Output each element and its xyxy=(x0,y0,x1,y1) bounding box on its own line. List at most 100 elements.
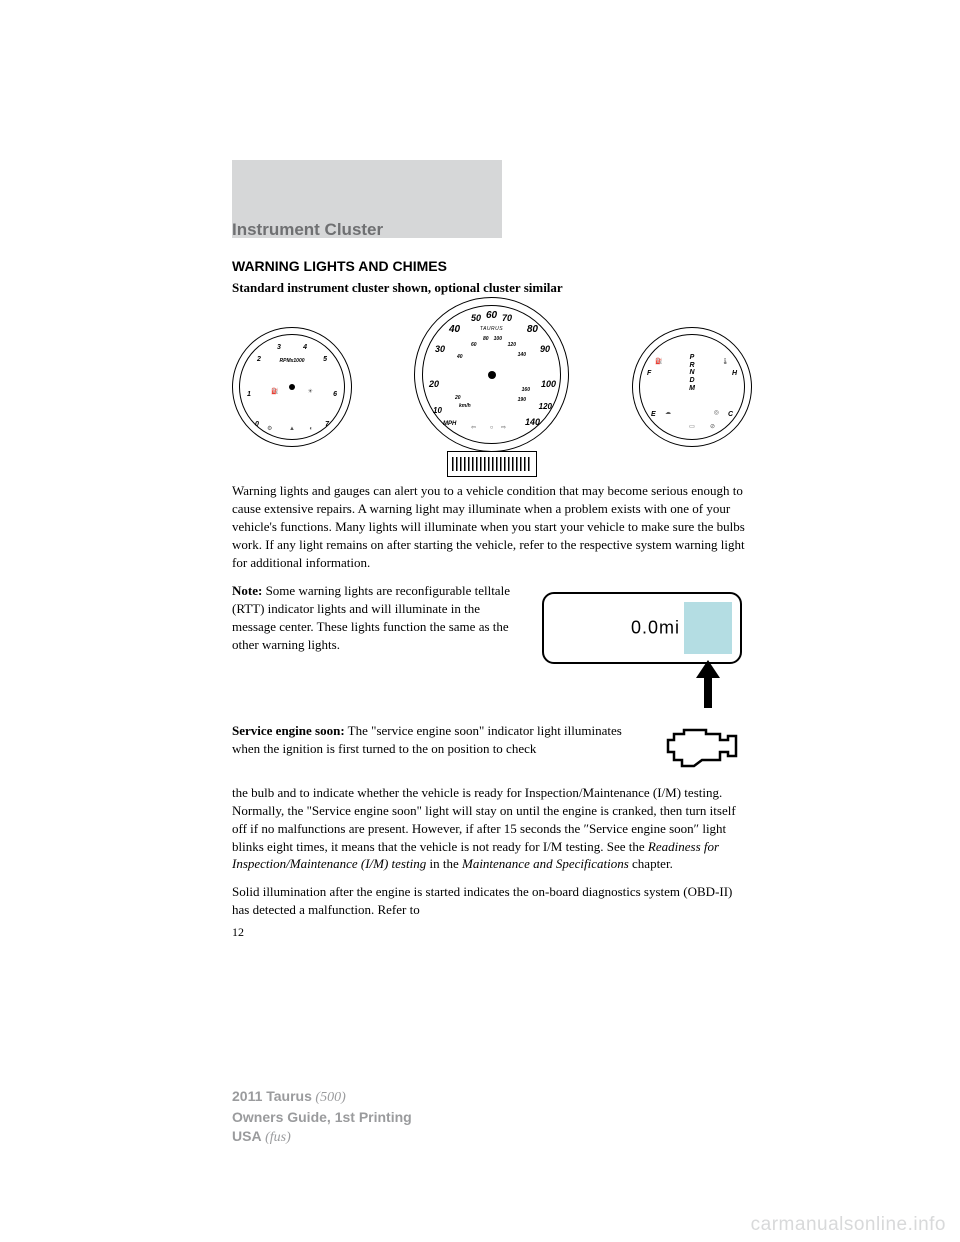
tach-label: RPMx1000 xyxy=(279,358,304,364)
service-engine-row: Service engine soon: The "service engine… xyxy=(232,722,752,780)
speedo-140: 140 xyxy=(525,417,540,427)
speedo-30: 30 xyxy=(435,344,445,354)
arrow-stem xyxy=(704,678,712,708)
footer-model: 2011 Taurus xyxy=(232,1088,312,1104)
temp-C: C xyxy=(728,411,733,418)
callout-arrow xyxy=(696,660,720,708)
service-engine-lead: Service engine soon: The "service engine… xyxy=(232,722,634,780)
speedo-50: 50 xyxy=(471,313,481,323)
kmh-20: 20 xyxy=(455,395,461,401)
manual-page: Instrument Cluster WARNING LIGHTS AND CH… xyxy=(0,0,960,1242)
heading-warning-lights: WARNING LIGHTS AND CHIMES xyxy=(232,258,752,274)
tach-tick-4: 4 xyxy=(303,344,307,351)
lcd-highlight xyxy=(684,602,732,654)
kmh-40: 40 xyxy=(457,354,463,360)
tach-tick-1: 1 xyxy=(247,391,251,398)
right-icon-3: ⊘ xyxy=(710,423,715,430)
gear-D: D xyxy=(689,377,695,385)
kmh-100: 100 xyxy=(494,336,502,342)
kmh-60: 60 xyxy=(471,342,477,348)
tach-tick-3: 3 xyxy=(277,344,281,351)
speedo-arrow-left-icon: ⇦ xyxy=(471,424,476,431)
odometer-digits xyxy=(452,457,532,471)
speedo-arrow-right-icon: ⇨ xyxy=(501,424,506,431)
lcd-value: 0.0mi xyxy=(631,617,680,638)
odometer-box xyxy=(447,451,537,477)
check-engine-icon xyxy=(652,722,752,780)
speedo-100: 100 xyxy=(541,379,556,389)
service-engine-body: the bulb and to indicate whether the veh… xyxy=(232,784,752,874)
gear-N: N xyxy=(689,369,695,377)
speedo-center-icon: ○ xyxy=(490,425,494,431)
page-number: 12 xyxy=(232,925,752,940)
message-center-figure: 0.0mi xyxy=(542,582,752,702)
gauge-cluster-illustration: 0 1 2 3 4 5 6 7 RPMx1000 ⛽ ☀ ⚙ ▲ ◐ xyxy=(232,312,752,462)
tach-center xyxy=(289,384,295,390)
tach-tick-7: 7 xyxy=(325,421,329,428)
speedometer-wrap: 10 20 30 40 50 60 70 80 90 100 120 140 2… xyxy=(402,297,582,477)
speedo-80: 80 xyxy=(527,324,538,335)
speedometer-gauge: 10 20 30 40 50 60 70 80 90 100 120 140 2… xyxy=(414,297,569,452)
note-label: Note: xyxy=(232,583,262,598)
gear-indicator: P R N D M xyxy=(689,354,695,392)
right-icon-1: ☁ xyxy=(665,409,671,416)
tach-tick-2: 2 xyxy=(257,356,261,363)
footer-line3: USA (fus) xyxy=(232,1127,412,1148)
note-text-span: Some warning lights are reconfigurable t… xyxy=(232,583,510,652)
engine-italic-2: Maintenance and Specifications xyxy=(462,856,629,871)
kmh-140: 140 xyxy=(518,352,526,358)
speedo-120: 120 xyxy=(539,402,552,411)
arrow-head-icon xyxy=(696,660,720,678)
engine-mid: in the xyxy=(426,856,462,871)
obd-paragraph: Solid illumination after the engine is s… xyxy=(232,883,752,919)
speedo-90: 90 xyxy=(540,344,550,354)
note-row: Note: Some warning lights are reconfigur… xyxy=(232,582,752,702)
kmh-80: 80 xyxy=(483,336,489,342)
tachometer-gauge: 0 1 2 3 4 5 6 7 RPMx1000 ⛽ ☀ ⚙ ▲ ◐ xyxy=(232,327,352,447)
speedo-40: 40 xyxy=(449,324,460,335)
speedo-60: 60 xyxy=(486,310,497,321)
tach-tick-6: 6 xyxy=(333,391,337,398)
speedo-brand: TAURUS xyxy=(480,326,503,332)
engine-tail: chapter. xyxy=(629,856,673,871)
fuel-temp-gauge: F E H C ⛽ 🌡 P R N D M ☁ ◎ ▭ ⊘ xyxy=(632,327,752,447)
fuel-pump-icon: ⛽ xyxy=(655,358,662,365)
gear-M: M xyxy=(689,385,695,393)
speedo-70: 70 xyxy=(502,313,512,323)
thermometer-icon: 🌡 xyxy=(721,358,729,365)
footer-region: USA xyxy=(232,1128,262,1144)
speedo-20: 20 xyxy=(429,379,439,389)
footer-line1: 2011 Taurus (500) xyxy=(232,1087,412,1108)
note-paragraph: Note: Some warning lights are reconfigur… xyxy=(232,582,524,702)
speedo-10: 10 xyxy=(433,406,442,415)
kmh-190: 190 xyxy=(518,397,526,403)
right-icon-2: ◎ xyxy=(714,409,719,416)
tach-icon-seat: ▲ xyxy=(289,426,295,432)
right-icon-box: ▭ xyxy=(689,423,695,430)
tach-icon-left: ⛽ xyxy=(271,388,278,395)
speedo-center xyxy=(488,371,496,379)
footer-line2: Owners Guide, 1st Printing xyxy=(232,1108,412,1127)
fuel-F: F xyxy=(647,370,651,377)
lcd-display: 0.0mi xyxy=(542,592,742,664)
temp-H: H xyxy=(732,370,737,377)
tach-icon-engine: ⚙ xyxy=(267,425,272,432)
footer-code1: (500) xyxy=(312,1090,346,1105)
mph-label: MPH xyxy=(443,421,456,427)
service-engine-label: Service engine soon: xyxy=(232,723,345,738)
subheading-cluster: Standard instrument cluster shown, optio… xyxy=(232,280,752,296)
fuel-E: E xyxy=(651,411,656,418)
gear-P: P xyxy=(689,354,695,362)
tach-icon-airbag: ◐ xyxy=(309,426,313,432)
section-header: Instrument Cluster xyxy=(232,220,383,240)
page-content: WARNING LIGHTS AND CHIMES Standard instr… xyxy=(232,258,752,940)
kmh-160: 160 xyxy=(522,387,530,393)
kmh-120: 120 xyxy=(508,342,516,348)
tach-tick-5: 5 xyxy=(323,356,327,363)
watermark: carmanualsonline.info xyxy=(751,1214,946,1236)
tach-tick-0: 0 xyxy=(255,421,259,428)
footer-code2: (fus) xyxy=(262,1130,291,1145)
kmh-label: km/h xyxy=(459,403,471,409)
intro-paragraph: Warning lights and gauges can alert you … xyxy=(232,482,752,572)
footer: 2011 Taurus (500) Owners Guide, 1st Prin… xyxy=(232,1087,412,1148)
